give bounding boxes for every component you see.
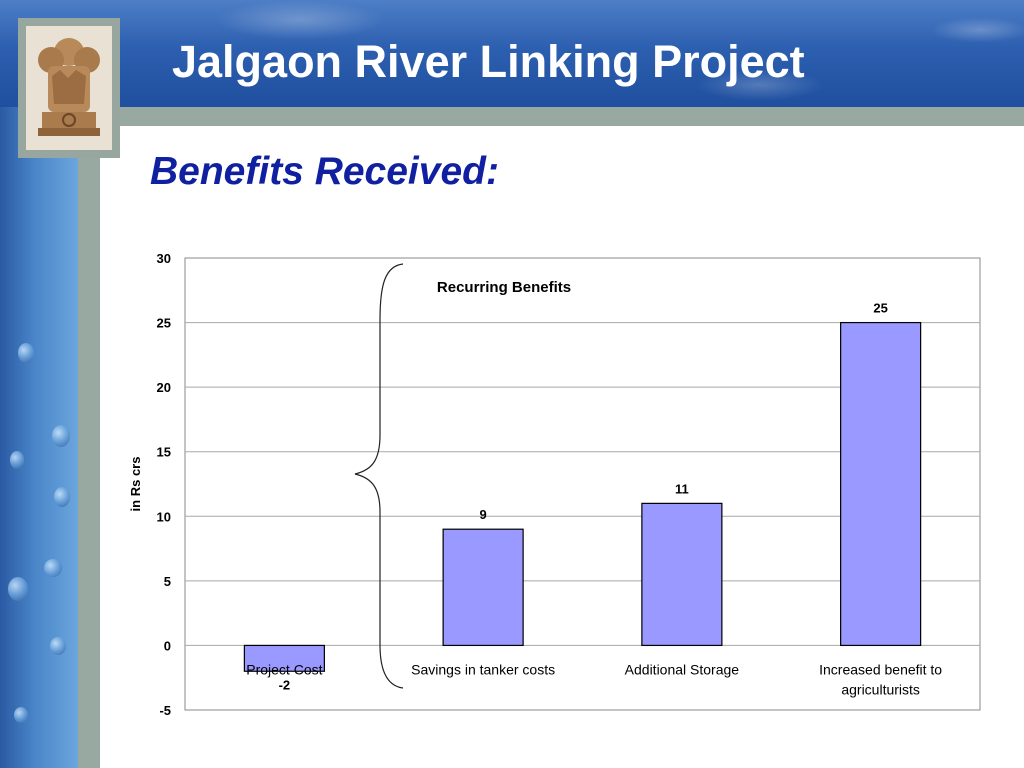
y-tick-label: 5 bbox=[164, 574, 171, 589]
y-tick-label: 10 bbox=[157, 509, 171, 524]
data-label: 11 bbox=[675, 481, 689, 496]
x-tick-label: Increased benefit to bbox=[819, 661, 942, 677]
y-axis-label: in Rs crs bbox=[128, 457, 143, 512]
y-tick-label: 30 bbox=[157, 251, 171, 266]
banner-divider bbox=[0, 107, 1024, 126]
side-divider bbox=[78, 126, 100, 768]
bars bbox=[243, 321, 922, 672]
y-tick-label: 15 bbox=[157, 445, 171, 460]
x-tick-label: Project Cost bbox=[246, 661, 322, 677]
x-axis-labels: Project Cost Savings in tanker costs Addit… bbox=[246, 661, 942, 697]
gridlines bbox=[185, 322, 980, 646]
national-emblem-icon bbox=[38, 38, 100, 136]
plot-area bbox=[184, 257, 981, 711]
x-tick-label: Savings in tanker costs bbox=[411, 661, 555, 677]
y-tick-label: 25 bbox=[157, 316, 171, 331]
emblem-frame bbox=[18, 18, 120, 158]
water-drop bbox=[14, 707, 28, 723]
recurring-benefits-brace bbox=[354, 263, 404, 689]
data-label: -2 bbox=[279, 677, 291, 692]
water-drop bbox=[54, 487, 70, 507]
water-drop bbox=[52, 425, 70, 447]
water-drop bbox=[8, 577, 28, 601]
slide-subtitle: Benefits Received: bbox=[150, 150, 499, 193]
recurring-benefits-annotation: Recurring Benefits bbox=[437, 279, 571, 296]
y-tick-label: 20 bbox=[157, 380, 171, 395]
y-axis: 30 25 20 15 10 5 0 -5 bbox=[157, 251, 171, 718]
water-drop bbox=[44, 559, 62, 577]
water-drop bbox=[10, 451, 24, 469]
data-label: 25 bbox=[873, 301, 887, 316]
title-banner bbox=[0, 0, 1024, 107]
bar bbox=[641, 502, 723, 647]
data-label: 9 bbox=[480, 507, 487, 522]
x-tick-label: agriculturists bbox=[841, 681, 920, 697]
bar bbox=[442, 528, 524, 647]
water-drop bbox=[50, 637, 66, 655]
slide-title: Jalgaon River Linking Project bbox=[172, 36, 805, 87]
bar bbox=[243, 644, 325, 672]
banner-water-texture bbox=[0, 0, 1024, 107]
bar bbox=[840, 321, 922, 647]
y-tick-label: -5 bbox=[159, 703, 171, 718]
data-labels: -2 9 11 25 bbox=[279, 301, 888, 693]
y-tick-label: 0 bbox=[164, 638, 171, 653]
x-tick-label: Additional Storage bbox=[625, 661, 740, 677]
water-drop bbox=[18, 343, 34, 363]
side-water-panel bbox=[0, 107, 78, 768]
